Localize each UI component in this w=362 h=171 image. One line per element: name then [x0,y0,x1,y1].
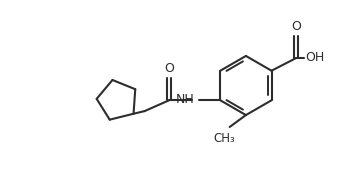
Text: NH: NH [176,93,194,106]
Text: CH₃: CH₃ [213,132,235,145]
Text: OH: OH [305,51,324,64]
Text: O: O [164,62,174,75]
Text: O: O [291,20,301,33]
